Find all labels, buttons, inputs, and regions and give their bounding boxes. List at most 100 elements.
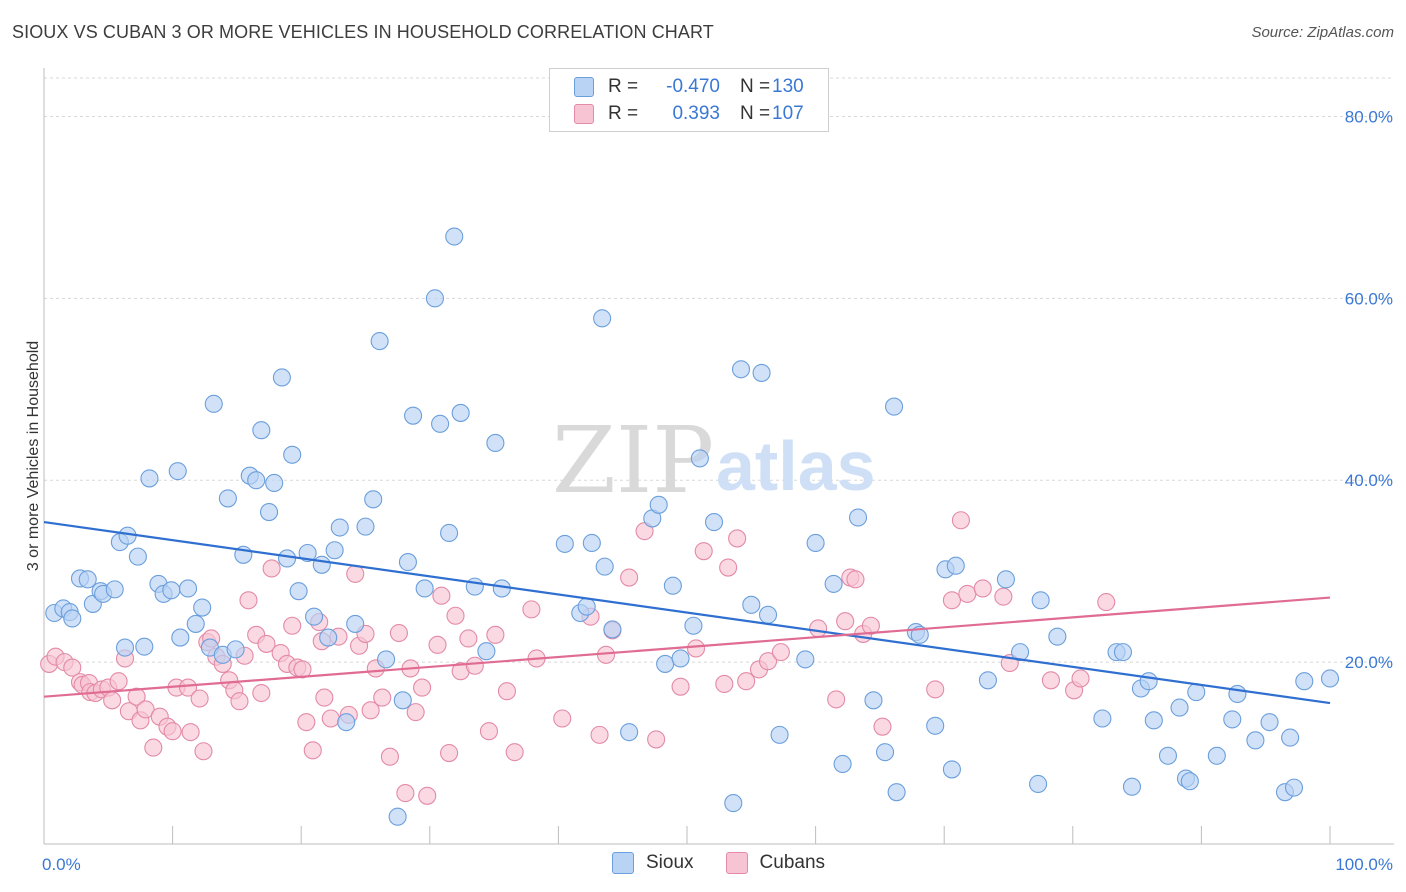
cubans-point	[297, 713, 316, 732]
sioux-point	[451, 403, 470, 422]
watermark-atlas: atlas	[716, 427, 876, 505]
sioux-point	[978, 671, 997, 690]
sioux-point	[305, 607, 324, 626]
sioux-point	[671, 649, 690, 668]
legend-item-cubans[interactable]: Cubans	[725, 852, 826, 874]
sioux-point	[1029, 774, 1048, 794]
cubans-point	[465, 656, 484, 675]
cubans-point	[715, 674, 734, 693]
sioux-point	[312, 555, 331, 574]
sioux-point	[704, 513, 724, 532]
cubans-point	[293, 660, 312, 679]
sioux-point	[946, 556, 965, 575]
y-tick-label: 20.0%	[1345, 653, 1393, 672]
sioux-point	[370, 332, 389, 351]
sioux-point	[337, 713, 356, 732]
sioux-point	[415, 579, 434, 598]
cubans-point	[389, 623, 408, 643]
cubans-point	[428, 635, 447, 654]
cubans-point	[440, 744, 459, 763]
sioux-point	[1122, 777, 1142, 796]
sioux-point	[770, 725, 789, 744]
sioux-point	[848, 508, 868, 527]
sioux-point	[247, 471, 266, 490]
y-axis-label: 3 or more Vehicles in Household	[25, 341, 42, 571]
sioux-point	[684, 616, 703, 635]
sioux-point	[1295, 672, 1314, 691]
cubans-point	[230, 692, 249, 711]
sioux-point	[1281, 728, 1300, 747]
sioux-point	[440, 523, 459, 543]
legend-row-sioux: R = -0.470 N = 130	[574, 74, 804, 100]
sioux-point	[1320, 669, 1340, 688]
sioux-points	[45, 227, 1340, 826]
cubans-point	[163, 722, 182, 741]
sioux-point	[1170, 698, 1189, 717]
sioux-point	[204, 394, 223, 413]
cubans-point	[103, 691, 122, 710]
cubans-point	[553, 709, 572, 728]
sioux-point	[63, 609, 82, 628]
cubans-point	[252, 683, 271, 703]
sioux-point	[884, 397, 904, 416]
cubans-point	[620, 568, 639, 587]
legend-r-value: 0.393	[672, 103, 720, 124]
sioux-point	[465, 577, 484, 596]
cubans-point	[418, 786, 437, 805]
cubans-point	[719, 558, 738, 577]
sioux-point	[1284, 778, 1304, 797]
sioux-point	[1093, 709, 1112, 728]
legend-n-label: N =	[740, 76, 771, 97]
legend-item-sioux[interactable]: Sioux	[612, 852, 694, 874]
watermark: ZIP atlas	[552, 407, 876, 514]
cubans-point	[728, 529, 747, 548]
cubans-point	[522, 600, 541, 619]
sioux-point	[283, 445, 302, 464]
sioux-point	[649, 495, 668, 514]
cubans-point	[1041, 671, 1060, 690]
sioux-point	[105, 580, 124, 599]
sioux-point	[445, 227, 464, 246]
legend-r-value: -0.470	[666, 76, 720, 97]
sioux-point	[595, 557, 614, 576]
cubans-point	[396, 784, 415, 803]
cubans-point	[127, 687, 146, 706]
y-tick-label: 60.0%	[1345, 289, 1393, 308]
legend-n-label: N =	[740, 103, 771, 124]
sioux-point	[690, 449, 709, 468]
sioux-point	[582, 533, 601, 553]
sioux-point	[135, 637, 154, 656]
y-tick-label: 40.0%	[1345, 471, 1393, 490]
sioux-point	[555, 534, 574, 553]
sioux-point	[996, 570, 1015, 589]
sioux-point	[186, 614, 205, 633]
cubans-point	[446, 606, 465, 625]
trend-lines	[43, 520, 1331, 705]
sioux-point	[1223, 710, 1242, 729]
sioux-point	[226, 640, 245, 659]
sioux-point	[1144, 711, 1163, 730]
sioux-point	[926, 716, 945, 735]
cubans-point	[479, 722, 499, 741]
y-tick-label: 80.0%	[1345, 107, 1393, 126]
sioux-point	[162, 581, 181, 600]
watermark-zip: ZIP	[552, 407, 714, 514]
legend-row-cubans: R = 0.393 N = 107	[574, 101, 804, 127]
cubans-point	[647, 730, 666, 749]
sioux-point	[171, 628, 190, 647]
sioux-point	[620, 723, 639, 742]
cubans-point	[958, 584, 977, 603]
cubans-swatch	[574, 104, 594, 124]
sioux-point	[796, 650, 815, 669]
sioux-point	[1031, 591, 1050, 610]
cubans-legend-label: Cubans	[759, 852, 826, 873]
cubans-point	[361, 701, 380, 720]
sioux-point	[431, 414, 450, 433]
sioux-point	[346, 614, 365, 633]
cubans-point	[827, 690, 846, 709]
gridlines	[44, 77, 1394, 663]
cubans-point	[136, 700, 155, 719]
sioux-point	[325, 541, 344, 560]
sioux-point	[278, 549, 297, 568]
